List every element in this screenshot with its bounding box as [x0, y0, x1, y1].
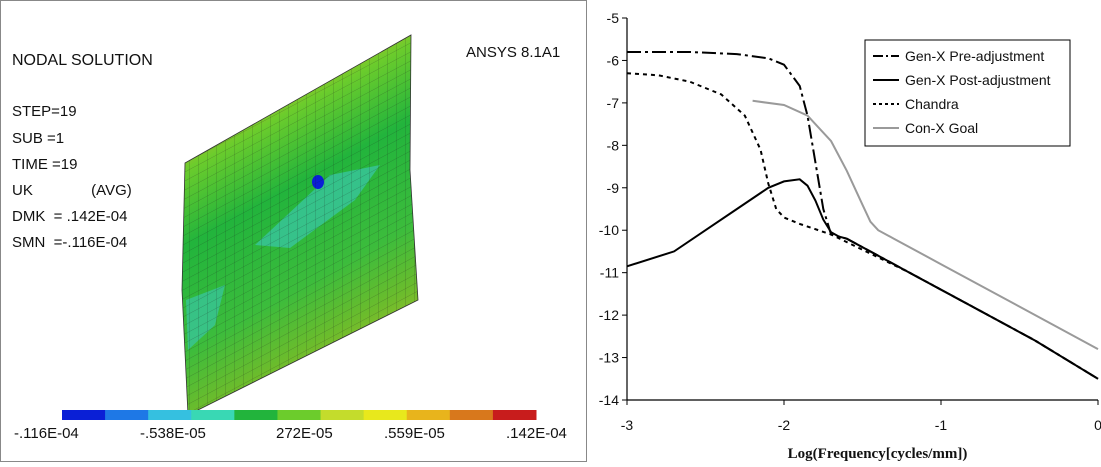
info-dmk: DMK = .142E-04: [12, 208, 128, 225]
software-label: ANSYS 8.1A1: [466, 44, 561, 61]
info-step: STEP=19: [12, 103, 77, 120]
y-tick-label: -7: [607, 95, 620, 111]
legend-entry: Gen-X Post-adjustment: [905, 72, 1051, 88]
series-line-con-x-goal: [752, 99, 1099, 350]
nodal-solution-panel: NODAL SOLUTION ANSYS 8.1A1 STEP=19 SUB =…: [0, 0, 587, 462]
color-scale-swatch: [234, 410, 278, 420]
mesh-overlay: [182, 35, 418, 415]
y-tick-label: -8: [607, 137, 620, 153]
psd-line-chart: -5-6-7-8-9-10-11-12-13-14-3 -2 -1 0Log(Freq…: [599, 10, 1101, 462]
y-tick-label: -9: [607, 180, 620, 196]
series-line-gen-x-pre-adjustment: [627, 51, 1099, 380]
info-sub: SUB =1: [12, 130, 65, 147]
legend-entry: Gen-X Pre-adjustment: [905, 48, 1044, 64]
series-line-chandra: [626, 72, 1099, 380]
color-scale-bar: [62, 410, 537, 420]
y-tick-label: -6: [607, 52, 620, 68]
x-tick-label: 0: [1094, 417, 1101, 433]
legend-entry: Con-X Goal: [905, 120, 978, 136]
color-scale-swatch: [105, 410, 149, 420]
color-scale-swatch: [406, 410, 451, 420]
x-tick-label: -3: [621, 417, 634, 433]
color-scale-swatch: [191, 410, 235, 420]
legend-entry: Chandra: [905, 96, 959, 112]
scale-label-2: -.538E-05: [140, 425, 206, 442]
y-tick-label: -11: [600, 265, 619, 281]
color-scale-swatch: [320, 410, 365, 420]
psd-chart-panel: -5 -6 -7 -8 -9 -10 -11 -12 -13 -14 -3 -2 -1 0 Log(Freq…: [587, 0, 1101, 462]
fe-mesh-plot: [181, 34, 419, 416]
color-scale-swatch: [148, 410, 192, 420]
info-uk: UK (AVG): [12, 182, 132, 199]
y-tick-label: -13: [599, 350, 619, 366]
x-tick-label: -1: [935, 417, 948, 433]
panel-title: NODAL SOLUTION: [12, 52, 153, 69]
series-line-gen-x-post-adjustment: [626, 178, 1099, 380]
y-tick-label: -14: [599, 392, 619, 408]
y-tick-label: -5: [607, 10, 620, 26]
color-scale-swatch: [277, 410, 322, 420]
color-scale-swatch: [62, 410, 106, 420]
x-tick-label: -2: [778, 417, 791, 433]
y-tick-label: -12: [599, 307, 619, 323]
scale-label-min: -.116E-04: [14, 425, 79, 442]
plate-outline: [181, 34, 419, 416]
info-smn: SMN =-.116E-04: [12, 234, 128, 251]
color-scale-swatch: [363, 410, 408, 420]
scale-label-4: .559E-05: [384, 425, 445, 442]
color-scale-swatch: [449, 410, 494, 420]
chart-legend: [864, 39, 1071, 147]
x-axis-label: Log(Frequency[cycles/mm]): [788, 446, 968, 462]
y-tick-label: -10: [599, 222, 619, 238]
scale-label-max: .142E-04: [506, 425, 567, 442]
color-scale-swatch: [492, 410, 537, 420]
info-time: TIME =19: [12, 156, 78, 173]
scale-label-3: 272E-05: [276, 425, 333, 442]
